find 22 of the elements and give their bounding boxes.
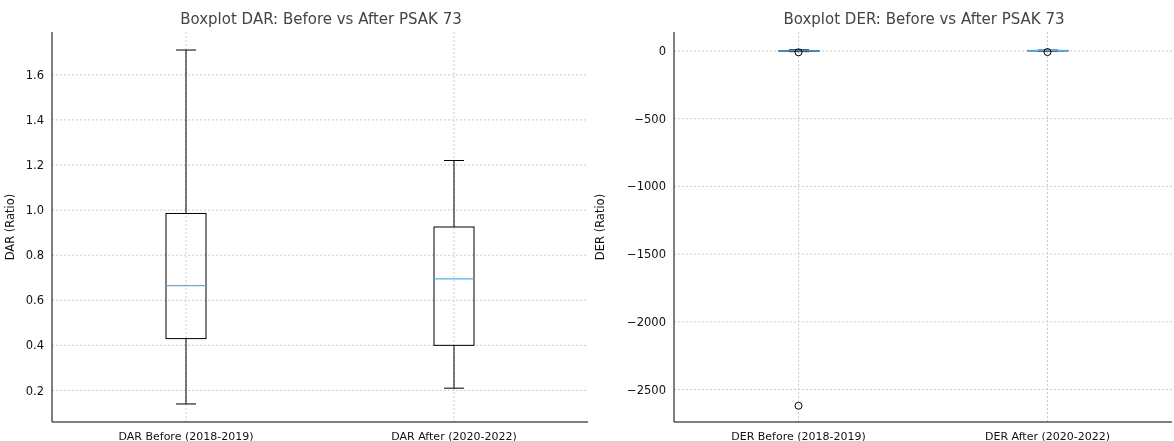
x-tick-label: DAR After (2020-2022) — [391, 430, 517, 441]
y-tick-label: 0.6 — [25, 293, 44, 308]
y-tick-label: −1000 — [627, 179, 666, 194]
y-tick-label: −500 — [634, 111, 666, 126]
y-axis-title: DAR (Ratio) — [3, 193, 17, 261]
y-tick-label: 0.2 — [25, 383, 44, 398]
y-tick-label: −1500 — [627, 247, 666, 262]
x-tick-label: DAR Before (2018-2019) — [118, 430, 254, 441]
y-axis-title: DER (Ratio) — [593, 193, 607, 261]
chart-title: Boxplot DER: Before vs After PSAK 73 — [782, 10, 1066, 28]
y-tick-label: 1.6 — [25, 67, 44, 82]
x-tick-label: DER Before (2018-2019) — [731, 430, 866, 441]
y-tick-label: 1.0 — [25, 203, 44, 218]
y-tick-label: −2000 — [627, 314, 666, 329]
x-tick-label: DER After (2020-2022) — [984, 430, 1111, 441]
y-tick-label: 0.8 — [25, 248, 44, 263]
y-tick-label: −2500 — [627, 382, 666, 397]
y-tick-label: 1.2 — [25, 158, 44, 173]
y-tick-label: 0 — [658, 44, 666, 59]
y-tick-label: 0.4 — [25, 338, 44, 353]
y-tick-label: 1.4 — [25, 113, 44, 127]
chart-title: Boxplot DAR: Before vs After PSAK 73 — [179, 10, 463, 28]
